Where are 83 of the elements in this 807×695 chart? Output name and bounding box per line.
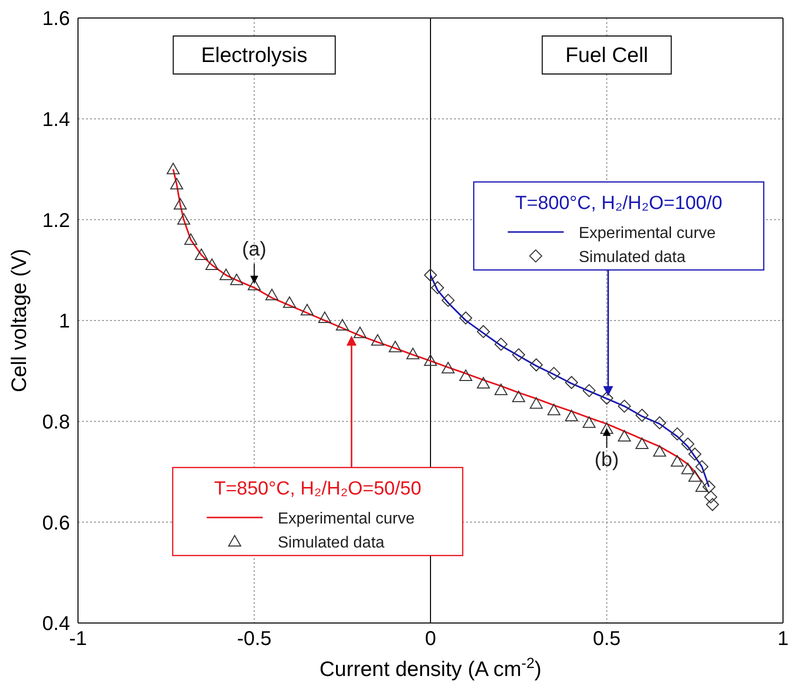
point <box>494 338 508 351</box>
point <box>184 233 198 245</box>
point <box>704 490 718 504</box>
point <box>205 258 218 270</box>
point <box>565 376 578 390</box>
point <box>670 455 684 467</box>
point <box>265 288 278 300</box>
annotation: (b) <box>594 448 619 471</box>
point <box>166 162 180 174</box>
annotation: Electrolysis <box>201 44 308 67</box>
y-tick-label: 1.2 <box>42 210 70 232</box>
point <box>283 296 296 308</box>
point <box>600 422 614 434</box>
point <box>442 294 455 307</box>
x-tick-label: 1 <box>777 628 789 650</box>
annotation: T=800°C, H₂/H₂O=100/0 <box>515 192 722 214</box>
point <box>371 334 384 346</box>
point <box>547 366 560 380</box>
legend-label: Experimental curve <box>278 510 415 528</box>
annotation: (a) <box>242 238 266 261</box>
point <box>653 416 666 430</box>
point <box>431 281 444 294</box>
x-tick-label: -0.5 <box>237 628 272 650</box>
point <box>424 268 437 282</box>
annotation: Fuel Cell <box>565 44 648 67</box>
point <box>565 410 578 422</box>
point <box>512 390 526 402</box>
point <box>681 462 694 474</box>
point <box>459 369 472 381</box>
x-tick-label: -1 <box>69 628 87 650</box>
point <box>476 377 490 389</box>
point <box>459 311 472 324</box>
point <box>618 430 631 442</box>
y-axis-title: Cell voltage (V) <box>8 248 31 392</box>
point <box>670 427 684 440</box>
point <box>681 438 694 451</box>
point <box>636 408 648 422</box>
point <box>695 460 708 474</box>
point <box>688 470 702 482</box>
point <box>547 404 560 416</box>
y-tick-label: 1.6 <box>42 8 70 30</box>
point <box>388 340 402 352</box>
y-tick-label: 0.8 <box>42 411 70 434</box>
point <box>636 438 648 450</box>
point <box>702 480 716 494</box>
point <box>530 358 543 372</box>
x-tick-label: 0.5 <box>592 628 621 650</box>
point <box>336 319 349 331</box>
y-tick-label: 0.4 <box>42 613 70 636</box>
point <box>248 278 261 290</box>
point <box>476 325 490 338</box>
point <box>318 311 332 323</box>
point <box>582 384 596 398</box>
point <box>618 400 631 413</box>
point <box>653 445 666 457</box>
point <box>177 213 190 225</box>
point <box>530 397 543 409</box>
point <box>170 178 184 190</box>
y-tick-label: 1 <box>58 310 70 333</box>
point <box>688 448 702 461</box>
legend-label: Simulated data <box>278 534 385 552</box>
y-tick-label: 0.6 <box>42 512 70 534</box>
point <box>174 198 187 210</box>
point <box>600 392 614 405</box>
point <box>220 268 233 280</box>
legend-label: Experimental curve <box>578 224 716 242</box>
point <box>354 326 366 338</box>
point <box>512 348 526 362</box>
point <box>494 384 508 396</box>
point <box>442 362 455 374</box>
point <box>695 480 708 492</box>
point <box>706 498 719 512</box>
x-tick-label: 0 <box>424 628 436 650</box>
annotation: T=850°C, H₂/H₂O=50/50 <box>214 478 422 500</box>
point <box>194 248 208 260</box>
point <box>582 416 596 428</box>
point <box>230 274 244 286</box>
point <box>424 354 437 366</box>
x-axis-title: Current density (A cm$^{-2}$) <box>320 656 542 681</box>
legend-label: Simulated data <box>578 248 686 266</box>
y-tick-label: 1.4 <box>42 108 70 131</box>
point <box>406 348 420 360</box>
point <box>300 304 314 316</box>
